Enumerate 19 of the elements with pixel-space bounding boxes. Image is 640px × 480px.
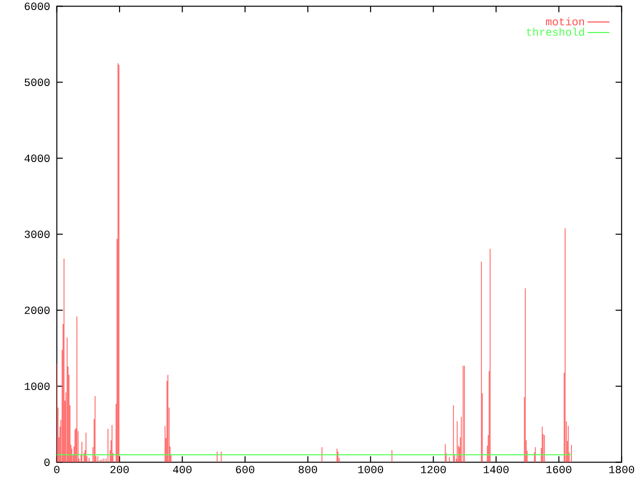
y-tick-label: 4000 <box>24 154 50 162</box>
y-tick-label: 1000 <box>24 382 50 390</box>
y-tick-label: 3000 <box>24 230 50 238</box>
x-tick-label: 400 <box>172 466 192 474</box>
x-tick-label: 0 <box>54 466 60 474</box>
legend-label: motion <box>546 17 584 26</box>
x-tick-label: 1400 <box>484 466 509 474</box>
x-tick-label: 800 <box>298 466 318 474</box>
x-tick-label: 1200 <box>420 466 446 474</box>
y-tick-label: 2000 <box>24 306 50 314</box>
legend-label: threshold <box>526 28 584 36</box>
x-tick-label: 600 <box>236 466 254 474</box>
x-tick-label: 1600 <box>546 466 572 474</box>
x-tick-label: 1000 <box>358 466 384 474</box>
y-tick-label: 0 <box>44 458 50 466</box>
x-tick-label: 1800 <box>609 466 634 474</box>
y-tick-label: 5000 <box>24 78 50 86</box>
x-tick-label: 200 <box>110 466 129 474</box>
y-tick-label: 6000 <box>24 2 50 10</box>
